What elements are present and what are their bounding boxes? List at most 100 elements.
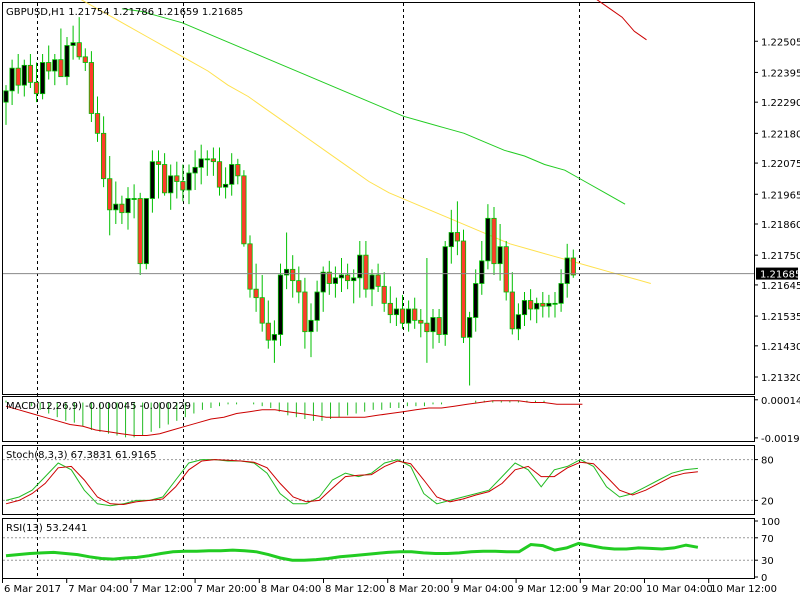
bear-candle [253,263,259,312]
time-tick-label: 10 Mar 12:00 [710,584,777,595]
macd-pane [2,396,755,442]
candle-body [466,317,473,338]
macd-tick-label: 0.000148 [761,396,800,407]
candle-body [405,308,412,324]
current-price-line: 1.21685 [3,267,800,281]
bull-candle [405,300,412,332]
candle-body [283,268,290,276]
bull-candle [497,224,503,281]
bear-candle [344,263,351,290]
candle-body [155,161,162,165]
candle-body [290,268,296,282]
price-tick-label: 1.21320 [761,373,800,384]
stochastic-tick-label: 20 [761,496,774,507]
bull-candle [357,241,363,298]
candle-body [27,64,34,83]
price-tick-label: 1.21750 [761,251,800,262]
bear-candle [82,48,88,71]
bull-candle [198,144,204,185]
bull-candle [186,164,192,205]
bull-candle [125,187,131,230]
candle-body [509,291,515,330]
candle-body [247,243,253,290]
bull-candle [442,241,448,346]
candle-body [64,45,70,78]
bear-candle [399,294,406,329]
time-tick-label: 8 Mar 04:00 [261,584,321,595]
candle-body [412,308,418,321]
candle-body [161,164,168,194]
price-tick-label: 1.22395 [761,68,800,79]
rsi-tick-label: 30 [761,556,774,567]
time-tick-label: 8 Mar 12:00 [325,584,385,595]
candle-body [320,271,326,293]
bear-candle [302,277,308,349]
candle-body [180,181,186,191]
bull-candle [473,269,479,332]
candle-body [344,274,351,282]
price-axis: 1.22505 1.22395 1.22290 1.22180 1.22075 1.219… [754,37,800,384]
bear-candle [15,54,21,94]
candle-body [94,113,101,134]
time-tick-label: 9 Mar 12:00 [518,584,578,595]
bear-candle [107,156,113,236]
price-tick-label: 1.21535 [761,312,800,323]
bull-candle [534,297,540,324]
candle-body [107,178,113,211]
bear-candle [210,147,216,176]
candle-body [168,175,174,194]
bear-candle [33,62,40,103]
bear-candle [290,255,296,298]
bear-candle [88,51,94,122]
candle-body [485,217,491,262]
rsi-indicator: 100 70 30 0 [3,517,780,584]
bull-candle [168,164,174,210]
bear-candle [509,272,515,335]
time-tick-label: 9 Mar 20:00 [582,584,642,595]
candle-body [351,277,357,282]
candle-body [265,322,271,341]
candle-body [369,274,375,290]
price-tick-label: 1.21430 [761,342,800,353]
current-price-badge [756,267,798,280]
bear-candle [259,275,265,332]
bull-candle [521,292,528,326]
candle-body [357,254,363,279]
bull-candle [204,150,210,176]
bull-candle [564,243,570,298]
bull-candle [314,280,320,332]
bull-candle [515,303,522,341]
time-tick-label: 6 Mar 2017 [4,584,61,595]
bear-candle [326,260,332,295]
moving-average-line [80,0,651,284]
bull-candle [558,269,564,312]
candle-body [82,56,88,63]
candle-body [21,64,27,86]
time-axis: 6 Mar 2017 7 Mar 04:00 7 Mar 12:00 7 Mar 20… [2,578,777,595]
macd-indicator: 0.000148 -0.001931 [5,396,800,445]
stochastic-tick-label: 80 [761,456,774,467]
candle-body [393,308,400,316]
candle-body [387,302,393,316]
bear-candle [174,161,180,199]
candle-body [174,175,180,182]
price-tick-label: 1.22505 [761,37,800,48]
bear-candle [216,147,223,196]
candle-body [515,314,522,330]
bear-candle [247,235,253,298]
bull-candle [448,209,454,264]
price-tick-label: 1.21645 [761,281,800,292]
candle-body [296,280,302,293]
bull-candle [552,292,558,318]
stochastic-indicator: 80 20 [3,456,774,507]
moving-averages [80,0,651,284]
bull-candle [113,181,119,224]
time-tick-label: 7 Mar 12:00 [132,584,192,595]
time-tick-label: 7 Mar 20:00 [197,584,257,595]
bear-candle [387,286,393,324]
bear-candle [76,17,82,60]
bear-candle [265,300,271,349]
candle-body [399,308,406,324]
bull-candle [546,294,552,318]
